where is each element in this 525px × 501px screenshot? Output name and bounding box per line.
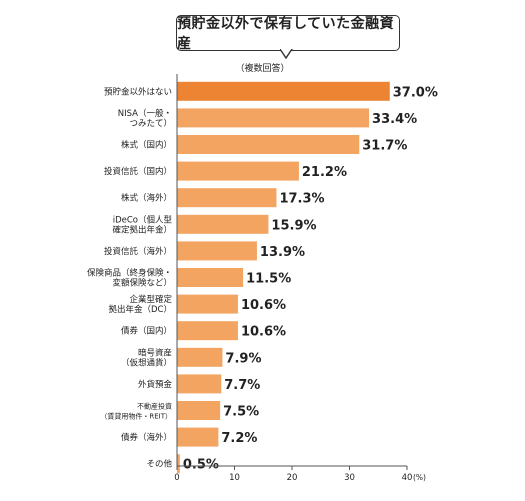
data-label: 33.4% <box>372 112 417 127</box>
bar <box>177 454 180 474</box>
data-label: 31.7% <box>362 139 407 154</box>
category-label: 債券（海外） <box>121 432 172 443</box>
data-label: 37.0% <box>393 85 438 100</box>
x-tick-label: 20 <box>287 473 298 483</box>
category-label: 株式（海外） <box>121 193 172 204</box>
bar <box>177 427 219 447</box>
category-label: 投資信託（海外） <box>104 246 172 257</box>
bar <box>177 347 223 367</box>
category-label: 暗号資産 <box>138 347 172 358</box>
category-label: （仮想通貨） <box>121 357 172 368</box>
data-label: 0.5% <box>183 458 219 473</box>
bar <box>177 214 269 234</box>
data-label: 7.7% <box>224 378 260 393</box>
x-tick-label: 0 <box>174 473 179 483</box>
x-tick-label: 30 <box>344 473 355 483</box>
category-label: 確定拠出年金） <box>112 224 172 235</box>
data-label: 21.2% <box>302 165 347 180</box>
category-label: その他 <box>146 459 172 470</box>
category-label: 変額保険など） <box>112 278 172 289</box>
bar <box>177 81 390 101</box>
data-label: 17.3% <box>279 192 324 207</box>
category-label: つみたて） <box>129 118 172 129</box>
category-label: iDeCo（個人型 <box>113 214 173 225</box>
category-label: NISA（一般・ <box>118 108 172 119</box>
bar <box>177 241 257 261</box>
data-label: 7.9% <box>225 351 261 366</box>
bar <box>177 161 299 181</box>
x-tick-label: 40 <box>402 473 413 483</box>
bar <box>177 108 370 128</box>
category-label: 企業型確定 <box>129 294 172 305</box>
data-label: 7.5% <box>223 405 259 420</box>
data-label: 10.6% <box>241 325 286 340</box>
x-tick-label: 10 <box>229 473 240 483</box>
bar <box>177 401 221 420</box>
data-label: 7.2% <box>221 431 257 446</box>
bar <box>177 374 222 394</box>
category-label: 不動産投資 <box>137 402 172 411</box>
category-label: 株式（国内） <box>121 140 172 151</box>
title-callout-tail <box>280 49 293 59</box>
category-label: 保険商品（終身保険・ <box>87 268 172 279</box>
data-label: 13.9% <box>260 245 305 260</box>
bar <box>177 135 360 154</box>
data-label: 10.6% <box>241 298 286 313</box>
chart-title: 預貯金以外で保有していた金融資産 <box>176 15 400 52</box>
category-label: 預貯金以外はない <box>104 86 172 97</box>
bar <box>177 188 277 208</box>
category-label: 拠出年金（DC） <box>109 304 172 315</box>
chart-subtitle: （複数回答） <box>235 64 290 74</box>
bar <box>177 268 244 287</box>
category-label: 投資信託（国内） <box>104 166 172 177</box>
x-axis-unit: (%) <box>413 473 426 482</box>
bar <box>177 294 238 314</box>
category-label: 債券（国内） <box>121 326 172 337</box>
category-label: （賃貸用物件・REIT） <box>100 412 172 421</box>
data-label: 15.9% <box>271 218 316 233</box>
category-label: 外貨預金 <box>138 379 173 390</box>
data-label: 11.5% <box>246 272 291 287</box>
bar <box>177 321 238 341</box>
